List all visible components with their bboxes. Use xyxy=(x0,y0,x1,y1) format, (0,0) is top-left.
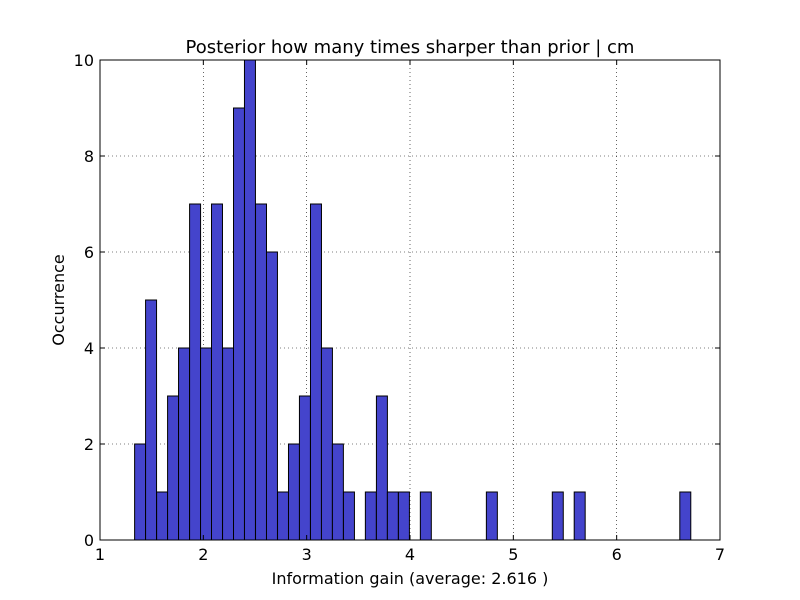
histogram-bar xyxy=(573,491,586,541)
axis-ticks: 1 2 3 4 5 6 7 0 2 4 6 8 10 xyxy=(74,51,725,564)
histogram-bar xyxy=(265,251,278,541)
histogram-bar xyxy=(386,491,399,541)
histogram-bar xyxy=(200,347,213,541)
grid-lines xyxy=(100,60,720,540)
histogram-bar xyxy=(255,203,268,541)
histogram-bar xyxy=(331,443,344,541)
x-tick-label: 2 xyxy=(198,545,208,564)
y-tick-label: 2 xyxy=(84,435,94,454)
histogram-bar xyxy=(134,443,147,541)
histogram-bar xyxy=(485,491,498,541)
y-tick-label: 6 xyxy=(84,243,94,262)
histogram-bar xyxy=(145,299,158,541)
histogram-bar xyxy=(178,347,191,541)
histogram-bar xyxy=(156,491,169,541)
histogram-bar xyxy=(320,347,333,541)
histogram-bar xyxy=(287,443,300,541)
histogram-bar xyxy=(551,491,564,541)
x-axis-label: Information gain (average: 2.616 ) xyxy=(272,569,549,588)
x-tick-label: 1 xyxy=(95,545,105,564)
histogram-bar xyxy=(167,395,180,541)
histogram-bar xyxy=(243,59,256,541)
y-tick-label: 4 xyxy=(84,339,94,358)
histogram-bar xyxy=(277,491,290,541)
histogram-bar xyxy=(364,491,377,541)
chart-title: Posterior how many times sharper than pr… xyxy=(186,37,635,58)
x-tick-label: 6 xyxy=(612,545,622,564)
histogram-bar xyxy=(397,491,410,541)
y-tick-label: 8 xyxy=(84,147,94,166)
y-axis-label: Occurrence xyxy=(49,254,68,345)
histogram-bar xyxy=(222,347,235,541)
x-tick-label: 5 xyxy=(508,545,518,564)
x-tick-label: 4 xyxy=(405,545,415,564)
histogram-bar xyxy=(375,395,388,541)
histogram-bar xyxy=(233,107,245,541)
y-tick-label: 0 xyxy=(84,531,94,550)
histogram-bar xyxy=(419,491,432,541)
histogram-bar xyxy=(210,203,223,541)
histogram-bar xyxy=(342,491,355,541)
histogram-bar xyxy=(298,395,311,541)
x-tick-label: 3 xyxy=(302,545,312,564)
histogram-bar xyxy=(679,491,692,541)
histogram-bar xyxy=(309,203,322,541)
y-tick-label: 10 xyxy=(74,51,94,70)
histogram-bar xyxy=(189,203,202,541)
x-tick-label: 7 xyxy=(715,545,725,564)
